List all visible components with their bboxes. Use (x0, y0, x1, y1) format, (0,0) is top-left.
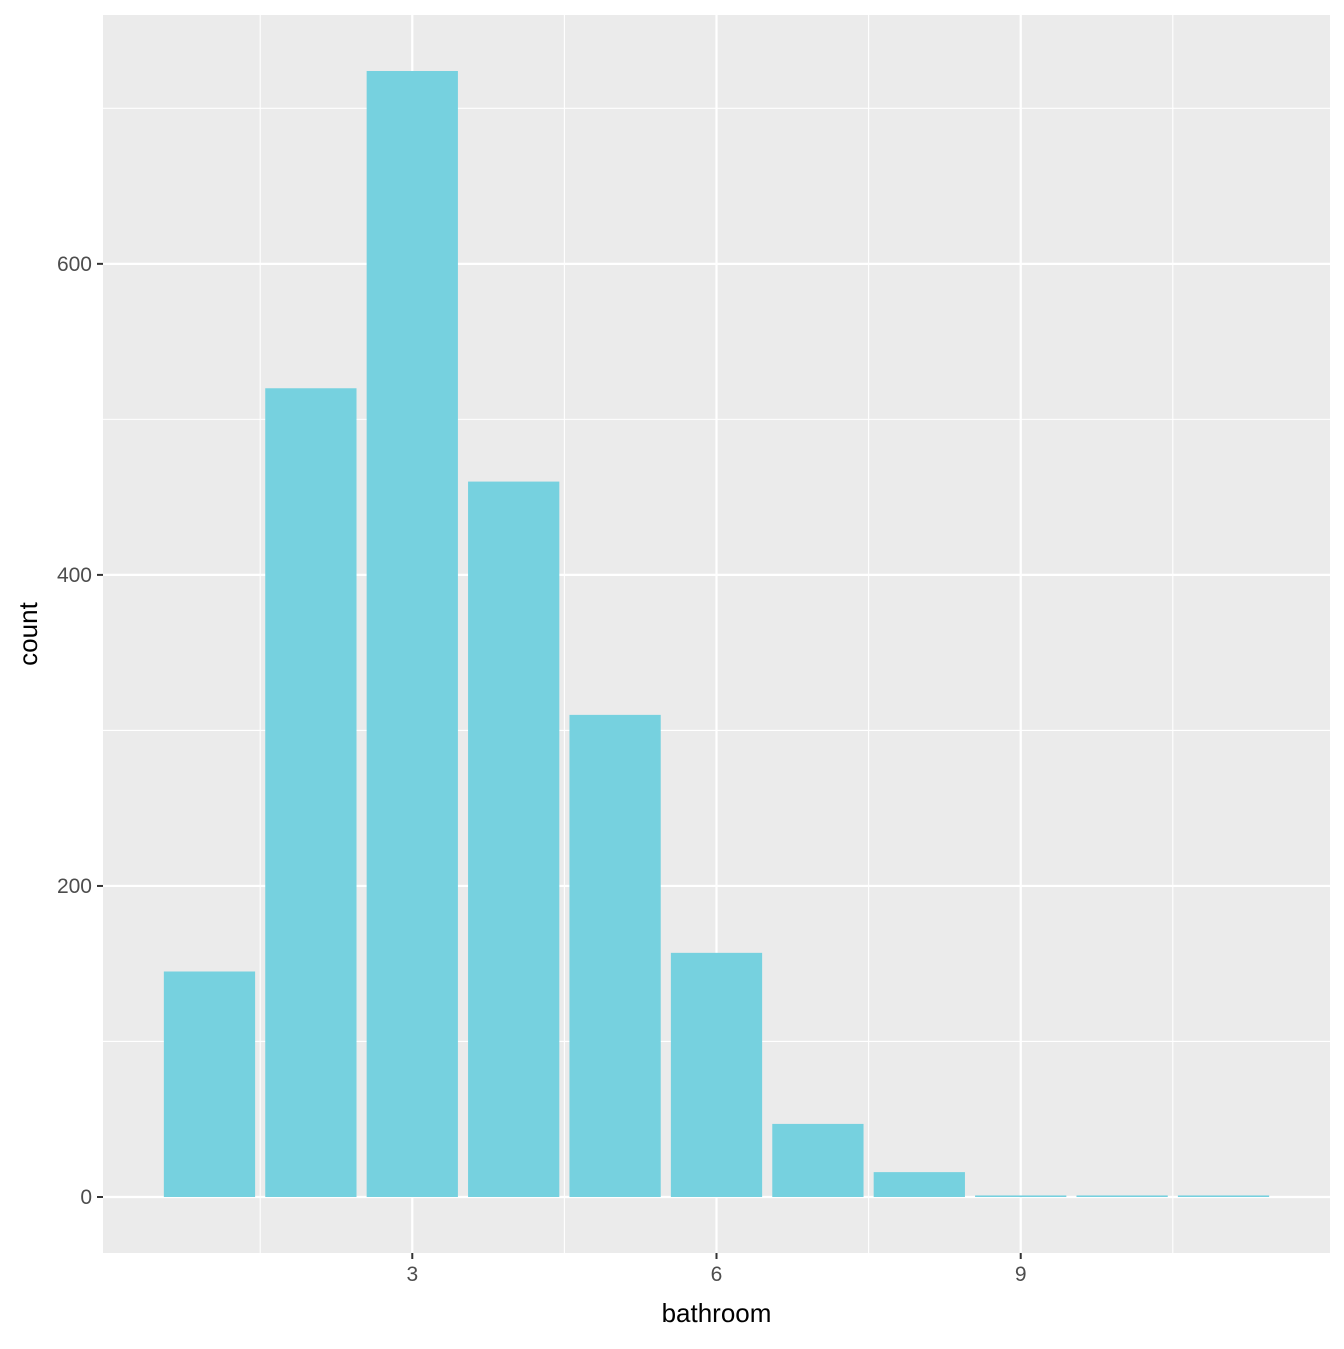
bar (163, 971, 256, 1198)
y-tick-label: 200 (57, 875, 92, 898)
bar (1177, 1195, 1270, 1198)
x-tick-label: 3 (406, 1263, 418, 1286)
bar (468, 481, 560, 1198)
y-tick-label: 400 (57, 564, 92, 587)
bars-group (163, 70, 1270, 1198)
bar (265, 388, 357, 1198)
bar (366, 70, 458, 1198)
y-tick-label: 0 (80, 1186, 92, 1209)
y-tick-label: 600 (57, 253, 92, 276)
bar (1076, 1195, 1168, 1198)
x-axis: 3 6 9 (406, 1253, 1027, 1286)
x-axis-title: bathroom (662, 1298, 772, 1328)
bar (975, 1195, 1067, 1198)
y-axis: 0 200 400 600 (57, 253, 103, 1209)
x-tick-label: 9 (1015, 1263, 1027, 1286)
bar (772, 1123, 864, 1198)
bar (569, 714, 661, 1198)
bar (670, 952, 763, 1198)
x-tick-label: 6 (711, 1263, 723, 1286)
bar (873, 1172, 965, 1198)
y-axis-title: count (13, 601, 43, 665)
